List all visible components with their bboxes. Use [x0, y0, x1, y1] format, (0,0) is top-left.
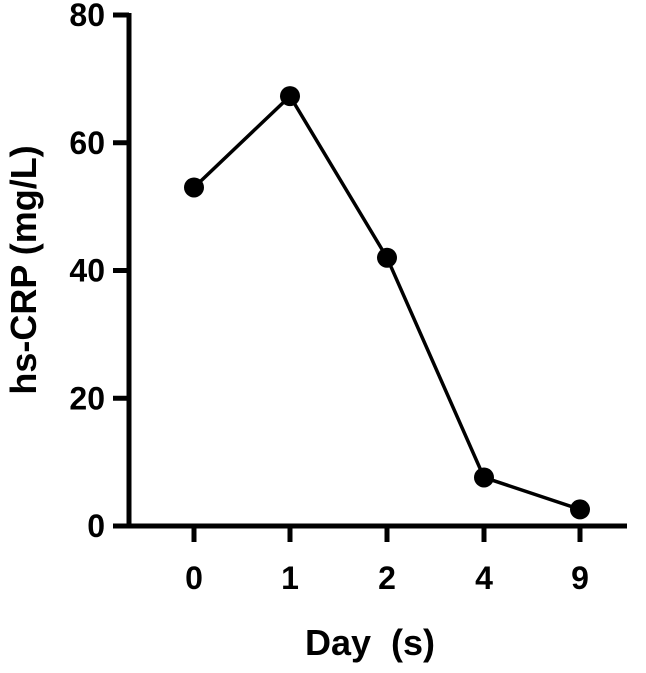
y-tick-label: 20 — [69, 380, 105, 416]
axes: 0 20 40 60 80 0 1 2 4 9 — [69, 0, 627, 596]
data-point — [377, 247, 397, 268]
x-tick-label: 9 — [571, 560, 589, 596]
y-tick-label: 40 — [69, 253, 105, 289]
series-layer — [184, 86, 590, 520]
y-tick-label: 80 — [69, 0, 105, 33]
y-axis-title: hs-CRP (mg/L) — [3, 145, 44, 394]
data-point — [280, 86, 300, 107]
x-tick-label: 0 — [185, 560, 203, 596]
data-point — [474, 467, 494, 488]
series-line — [192, 94, 581, 512]
data-point — [570, 499, 590, 520]
y-tick-label: 60 — [69, 125, 105, 161]
data-point — [184, 177, 204, 198]
x-tick-label: 4 — [475, 560, 493, 596]
y-tick-label: 0 — [87, 508, 105, 544]
x-axis-title: Day (s) — [305, 622, 435, 663]
x-tick-label: 1 — [281, 560, 299, 596]
x-tick-label: 2 — [378, 560, 396, 596]
